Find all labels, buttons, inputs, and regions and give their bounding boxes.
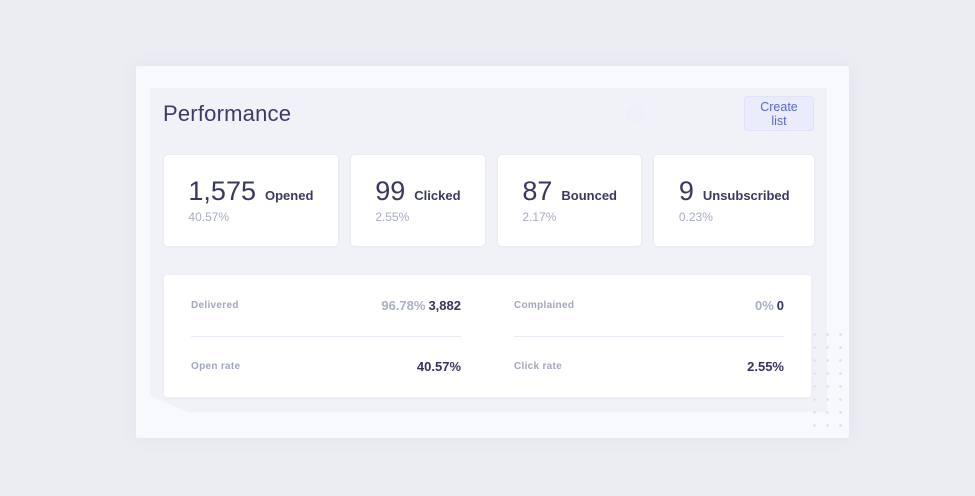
details-column-left: Delivered 96.78% 3,882 Open rate 40.57% bbox=[191, 275, 461, 397]
stat-label: Clicked bbox=[414, 187, 461, 203]
stat-card-content: 87 Bounced 2.17% bbox=[522, 175, 618, 224]
detail-percent: 0% bbox=[754, 297, 774, 313]
detail-row-click-rate: Click rate 2.55% bbox=[514, 337, 784, 398]
stat-card-clicked: 99 Clicked 2.55% bbox=[349, 154, 486, 247]
stat-label: Opened bbox=[264, 187, 314, 203]
stat-card-bounced: 87 Bounced 2.17% bbox=[496, 154, 643, 247]
detail-value: 0% 0 bbox=[755, 298, 784, 313]
stat-card-content: 1,575 Opened 40.57% bbox=[188, 175, 314, 224]
stat-label: Bounced bbox=[561, 187, 618, 203]
stat-card-opened: 1,575 Opened 40.57% bbox=[163, 154, 339, 247]
detail-row-delivered: Delivered 96.78% 3,882 bbox=[191, 275, 461, 336]
circle-decoration bbox=[626, 105, 645, 124]
stat-percent: 0.23% bbox=[678, 209, 713, 224]
stat-card-content: 9 Unsubscribed 0.23% bbox=[678, 175, 790, 224]
stat-percent: 40.57% bbox=[188, 209, 230, 224]
stat-percent: 2.55% bbox=[375, 209, 410, 224]
details-panel: Delivered 96.78% 3,882 Open rate 40.57% C… bbox=[163, 274, 812, 398]
detail-value: 96.78% 3,882 bbox=[381, 298, 461, 313]
performance-panel: Performance Create list 1,575 Opened 40.… bbox=[136, 66, 852, 438]
detail-label: Complained bbox=[514, 299, 575, 311]
detail-number: 3,882 bbox=[428, 297, 461, 313]
stat-cards-row: 1,575 Opened 40.57% 99 Clicked 2.55% bbox=[163, 154, 815, 247]
dots-pattern-decoration bbox=[808, 328, 852, 432]
detail-value: 2.55% bbox=[747, 359, 784, 375]
panel-header: Performance Create list bbox=[163, 96, 814, 131]
detail-percent: 96.78% bbox=[381, 297, 426, 313]
row-divider bbox=[191, 335, 461, 337]
stat-label: Unsubscribed bbox=[702, 187, 790, 203]
detail-row-complained: Complained 0% 0 bbox=[514, 275, 784, 336]
create-list-button[interactable]: Create list bbox=[744, 96, 814, 131]
page-title: Performance bbox=[163, 100, 292, 126]
detail-value: 40.57% bbox=[416, 359, 461, 375]
row-divider bbox=[514, 335, 784, 337]
stat-value: 1,575 bbox=[188, 175, 256, 206]
stat-value: 87 bbox=[522, 175, 553, 206]
stat-card-unsubscribed: 9 Unsubscribed 0.23% bbox=[653, 154, 815, 247]
stat-value: 99 bbox=[375, 175, 406, 206]
detail-label: Click rate bbox=[514, 361, 563, 373]
detail-row-open-rate: Open rate 40.57% bbox=[191, 337, 461, 398]
detail-label: Open rate bbox=[191, 361, 241, 373]
detail-label: Delivered bbox=[191, 299, 239, 311]
detail-number: 0 bbox=[776, 297, 784, 313]
stat-value: 9 bbox=[678, 175, 694, 206]
stat-card-content: 99 Clicked 2.55% bbox=[375, 175, 461, 224]
details-column-right: Complained 0% 0 Click rate 2.55% bbox=[514, 275, 784, 397]
stat-percent: 2.17% bbox=[522, 209, 557, 224]
